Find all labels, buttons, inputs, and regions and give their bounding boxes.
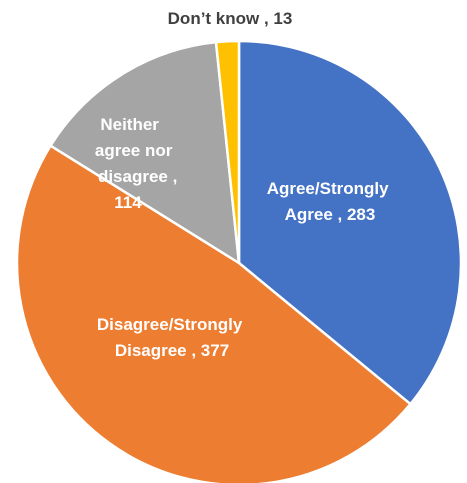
slice-agree bbox=[237, 39, 463, 406]
data-label-neither: Neither agree nor disagree , 114 bbox=[95, 115, 182, 212]
data-label-disagree: Disagree/Strongly Disagree , 377 bbox=[97, 315, 247, 360]
slice-neither bbox=[49, 40, 241, 265]
data-label-agree: Agree/Strongly Agree , 283 bbox=[267, 179, 394, 224]
data-label-neither-line-1: Neither bbox=[100, 115, 159, 134]
data-label-agree-line-1: Agree/Strongly bbox=[267, 179, 389, 198]
data-label-dont-know-line-1: Don’t know , 13 bbox=[168, 9, 293, 28]
data-label-agree-line-2: Agree , 283 bbox=[285, 205, 376, 224]
pie-slices bbox=[15, 39, 463, 483]
slice-disagree bbox=[15, 144, 412, 483]
data-label-neither-line-2: agree nor bbox=[95, 141, 173, 160]
data-label-disagree-line-2: Disagree , 377 bbox=[115, 341, 229, 360]
data-label-neither-line-3: disagree , bbox=[98, 167, 177, 186]
slice-dont-know bbox=[214, 39, 241, 265]
data-label-disagree-line-1: Disagree/Strongly bbox=[97, 315, 243, 334]
data-label-neither-line-4: 114 bbox=[114, 193, 142, 212]
data-label-dont-know: Don’t know , 13 bbox=[168, 9, 293, 28]
